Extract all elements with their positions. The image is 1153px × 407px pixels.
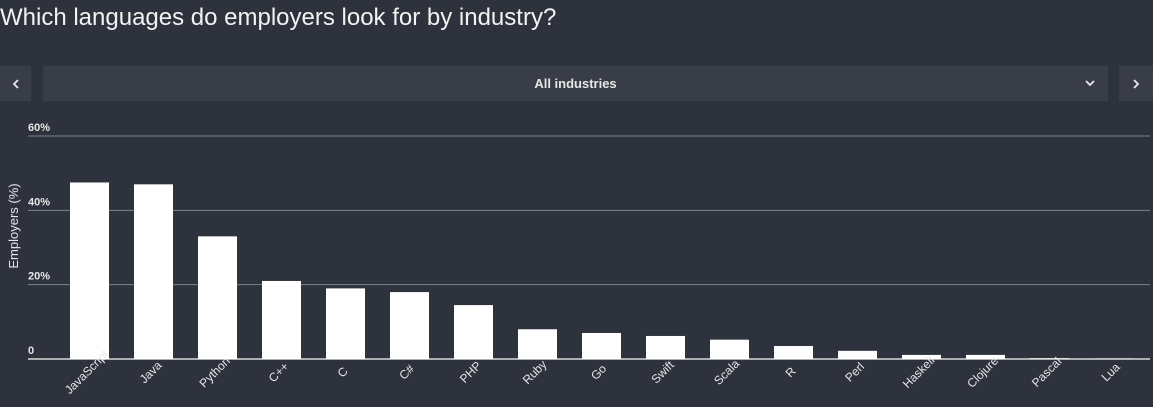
- x-tick-label: Perl: [842, 360, 867, 385]
- bar[interactable]: [390, 292, 429, 359]
- bar[interactable]: [902, 354, 941, 359]
- x-tick-label: C#: [396, 362, 417, 383]
- industry-select-value: All industries: [534, 76, 617, 91]
- bar[interactable]: [710, 339, 749, 359]
- x-tick-label: C: [335, 364, 351, 380]
- chevron-down-icon: [1085, 80, 1095, 87]
- x-tick-label: C++: [266, 359, 292, 385]
- y-axis-ticks: 0 20% 40% 60%: [28, 122, 50, 357]
- previous-industry-button[interactable]: [0, 66, 31, 101]
- x-tick-label: Lua: [1099, 360, 1123, 384]
- bar[interactable]: [774, 345, 813, 359]
- bar[interactable]: [518, 329, 557, 359]
- page-title: Which languages do employers look for by…: [0, 4, 557, 31]
- chevron-right-icon: [1133, 78, 1140, 89]
- y-axis-label: Employers (%): [6, 183, 21, 268]
- chevron-left-icon: [12, 78, 19, 89]
- bar[interactable]: [326, 288, 365, 359]
- y-tick-label: 0: [28, 345, 34, 357]
- bar-chart: 020%40%60% Employers (%) JavaScript Java P…: [6, 122, 1150, 397]
- x-tick-label: R: [783, 364, 799, 380]
- bar[interactable]: [134, 184, 173, 359]
- x-tick-label: Scala: [711, 356, 742, 387]
- x-tick-label: Go: [588, 361, 609, 382]
- x-tick-label: Pascal: [1029, 354, 1064, 389]
- x-tick-label: PHP: [457, 358, 484, 385]
- bar[interactable]: [582, 332, 621, 359]
- x-tick-label: Swift: [649, 358, 678, 387]
- bar[interactable]: [70, 182, 109, 359]
- bar[interactable]: [966, 354, 1005, 359]
- bar[interactable]: [262, 280, 301, 359]
- x-tick-label: Java: [137, 358, 165, 386]
- bar[interactable]: [454, 305, 493, 359]
- bars: [70, 182, 1133, 359]
- x-tick-label: Ruby: [520, 357, 550, 387]
- industry-select[interactable]: All industries: [43, 66, 1108, 101]
- bar[interactable]: [198, 236, 237, 359]
- bar[interactable]: [646, 335, 685, 359]
- y-tick-label: 40%: [28, 196, 50, 208]
- y-tick-label: 60%: [28, 122, 50, 134]
- gridlines: [28, 135, 1150, 360]
- next-industry-button[interactable]: [1119, 66, 1153, 101]
- bar[interactable]: [838, 350, 877, 359]
- bar[interactable]: [1030, 358, 1069, 359]
- y-tick-label: 20%: [28, 271, 50, 283]
